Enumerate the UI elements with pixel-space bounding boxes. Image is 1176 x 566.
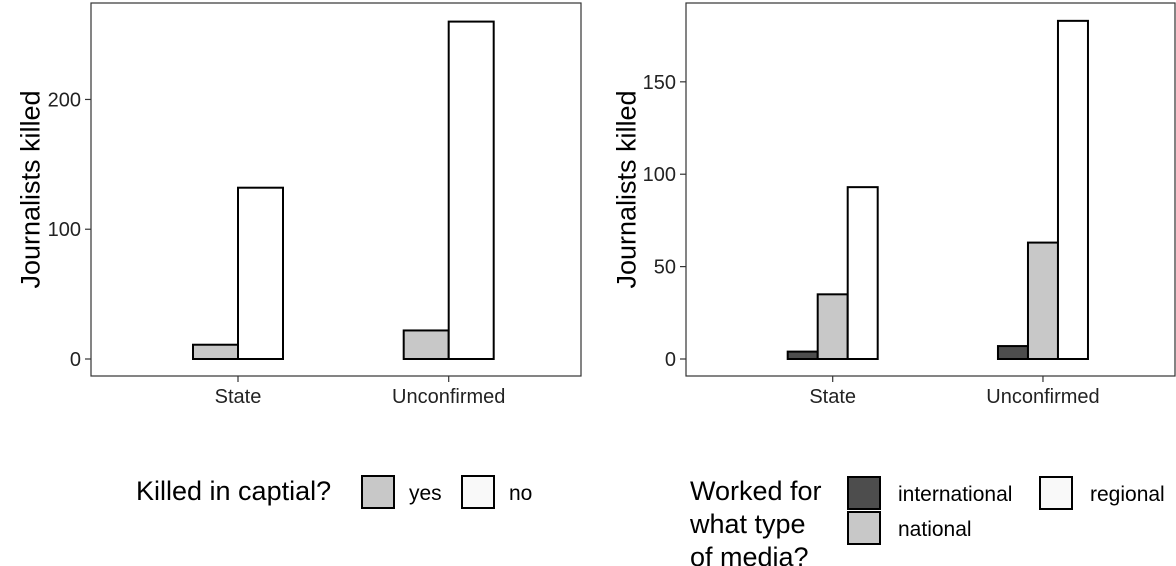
plot-border (90, 2, 582, 377)
legend-key-national (847, 511, 881, 545)
x-tick-label: State (215, 386, 262, 408)
legend-key-international (847, 476, 881, 510)
legend: Killed in captial? yes no (136, 475, 532, 509)
bar-yes-state (192, 343, 239, 360)
x-tick-label: Unconfirmed (986, 386, 1099, 408)
legend-label-national: national (898, 518, 972, 541)
y-axis-title: Journalists killed (611, 90, 641, 288)
bar-regional-state (846, 186, 879, 360)
bar-national-state (816, 293, 849, 360)
legend-label-no: no (509, 482, 532, 505)
x-tick-label: Unconfirmed (392, 386, 505, 408)
y-tick-label: 50 (654, 257, 676, 279)
legend-key-no (461, 475, 495, 509)
y-tick-label: 0 (70, 349, 81, 371)
legend-label-yes: yes (409, 482, 442, 505)
bar-national-unconfirmed (1026, 241, 1059, 360)
chart-panel-1: 0 100 200 State Unconfirmed Journalists kille… (15, 2, 582, 509)
bar-no-unconfirmed (447, 20, 495, 360)
y-tick-label: 0 (665, 349, 676, 371)
bar-regional-unconfirmed (1056, 19, 1089, 360)
y-tick-label: 100 (643, 164, 676, 186)
legend-title-line: of media? (690, 542, 809, 566)
y-tick-label: 100 (48, 219, 81, 241)
x-tick-label: State (809, 386, 856, 408)
bar-international-state (786, 350, 819, 361)
y-tick-label: 150 (643, 72, 676, 94)
y-axis-title: Journalists killed (15, 90, 45, 288)
legend-title-line: Worked for (690, 476, 822, 506)
bar-yes-unconfirmed (402, 329, 450, 360)
legend-title-line: Killed in captial? (136, 476, 331, 506)
bar-international-unconfirmed (996, 345, 1029, 360)
bar-no-state (237, 186, 284, 360)
legend-label-regional: regional (1090, 483, 1165, 506)
legend-key-yes (361, 475, 395, 509)
legend-key-regional (1039, 476, 1073, 510)
legend-title-line: what type (689, 509, 806, 539)
plot-border (685, 2, 1176, 377)
chart-panel-2: 0 50 100 150 State Unconfirmed Journalists kil… (611, 2, 1176, 566)
y-tick-label: 200 (48, 89, 81, 111)
legend-label-international: international (898, 483, 1012, 506)
